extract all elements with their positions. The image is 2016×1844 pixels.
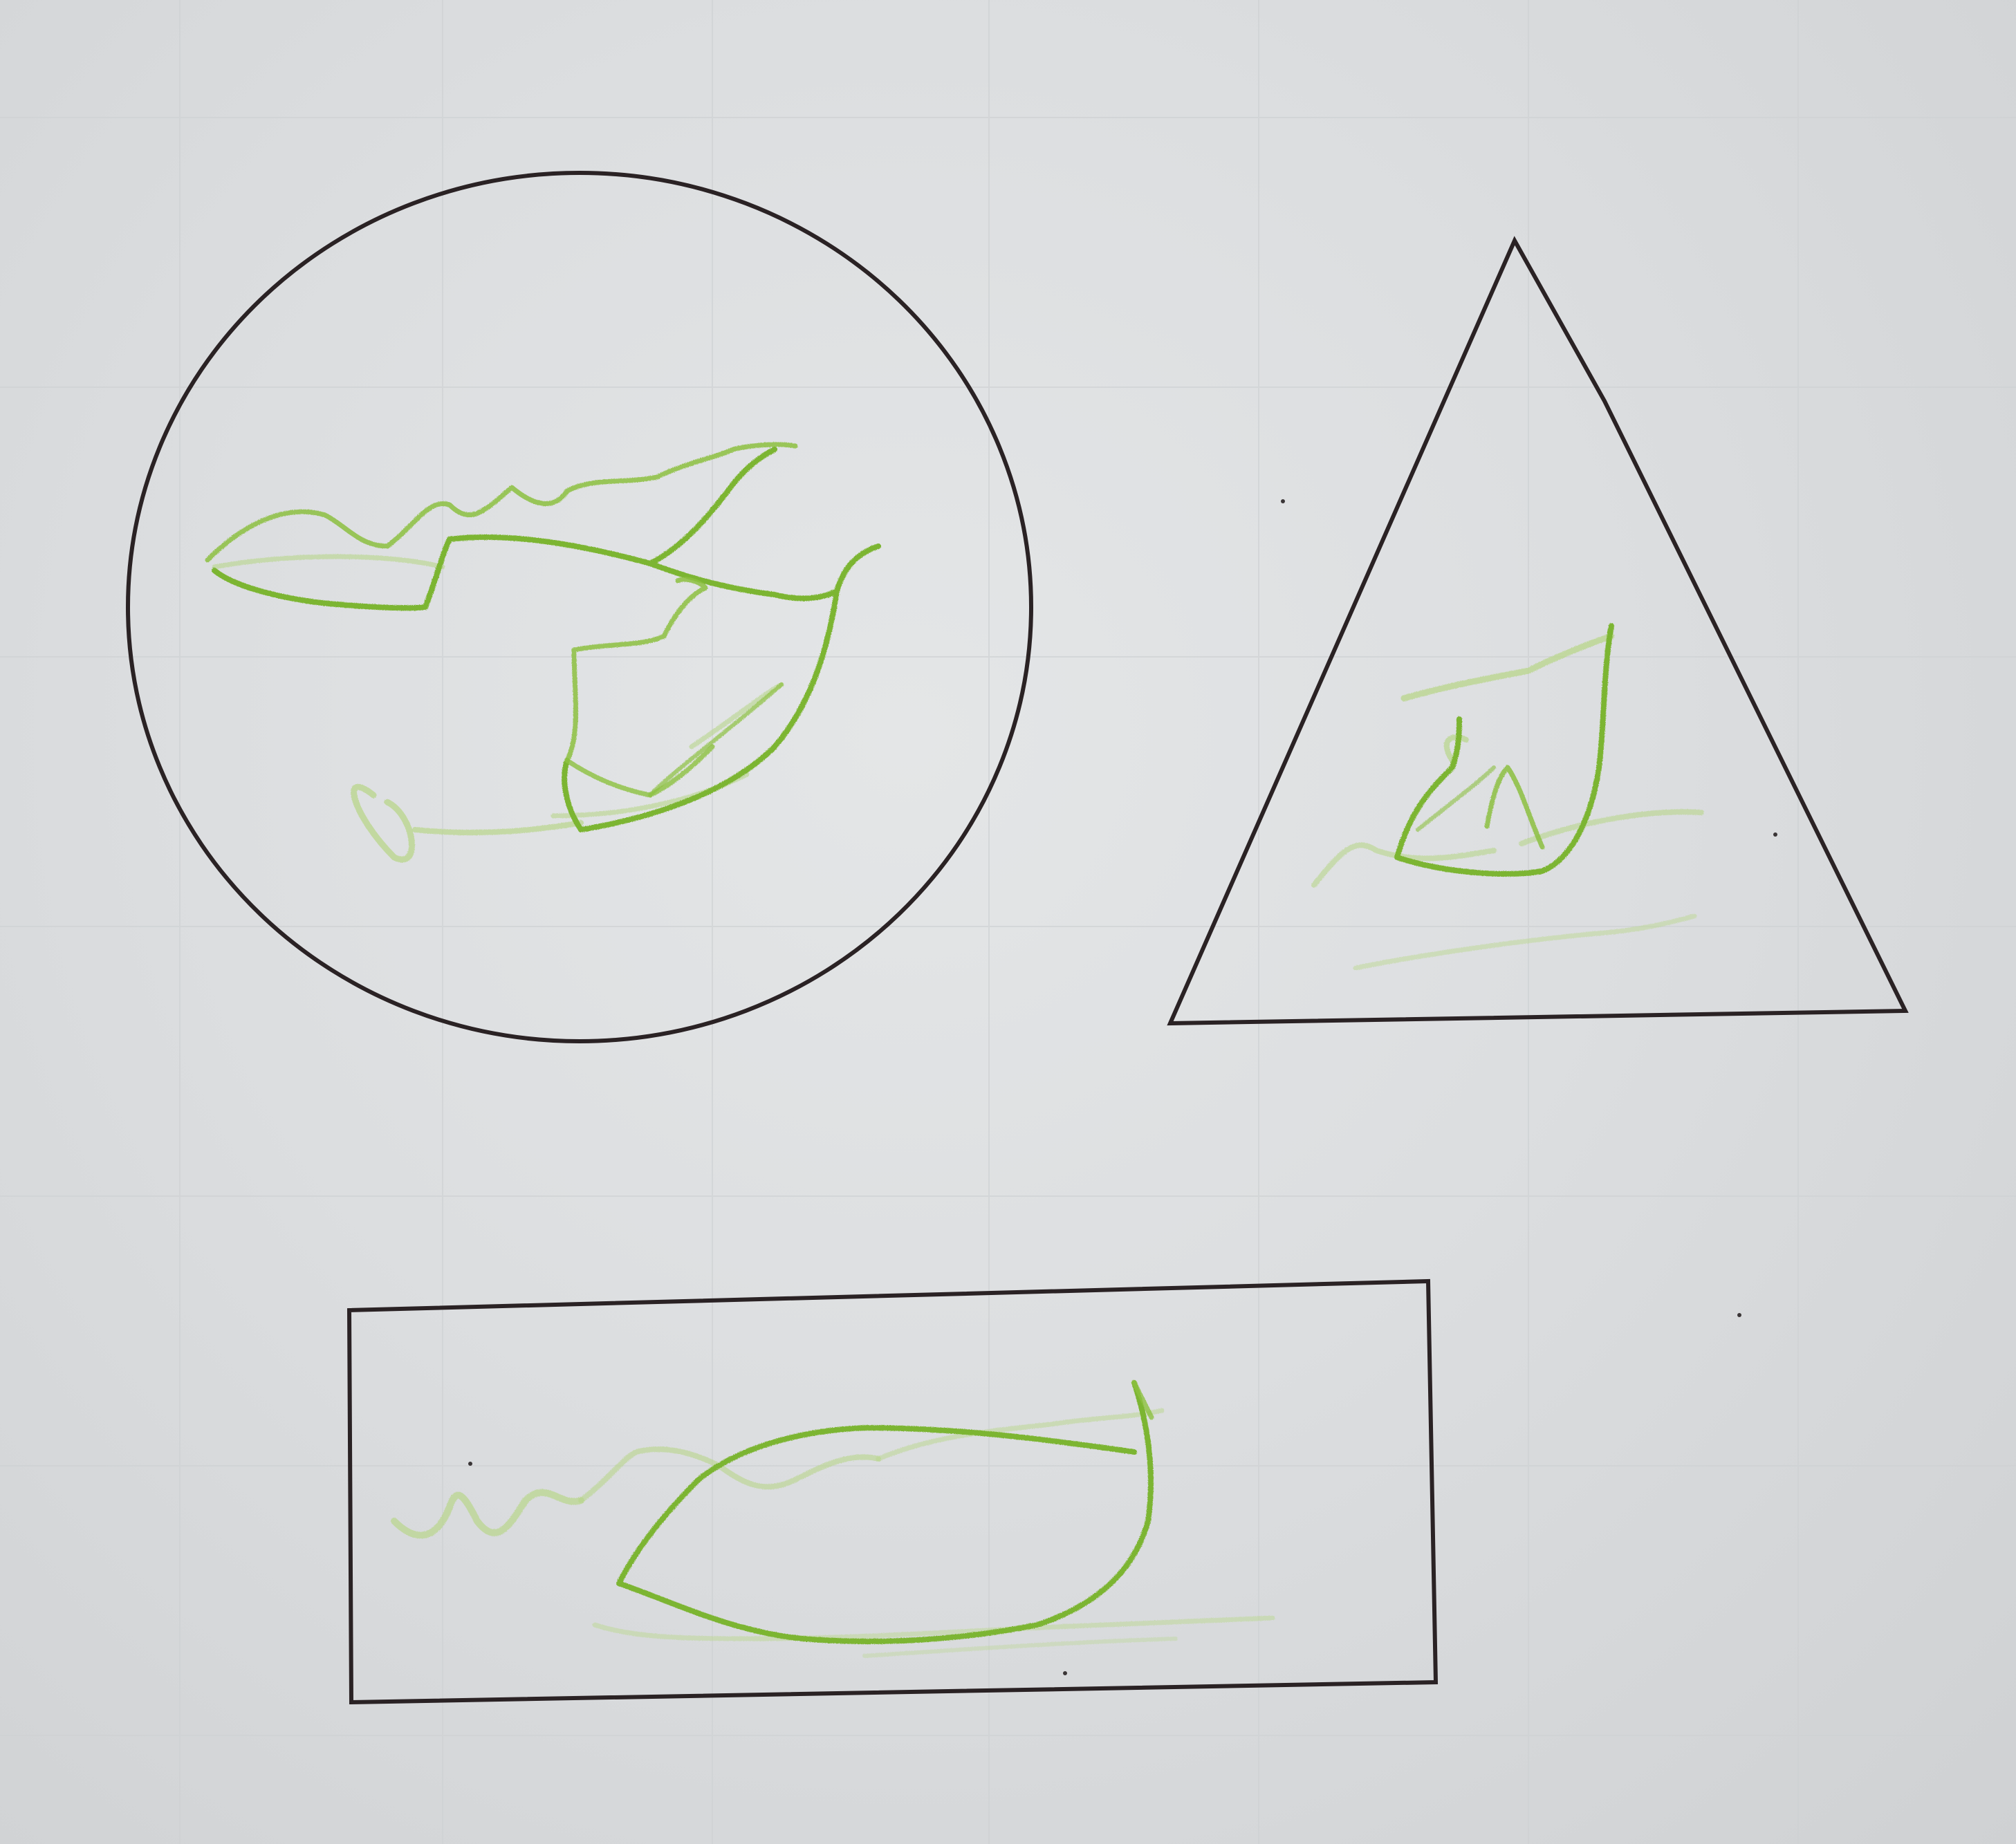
rectangle-scribble [391, 1380, 1275, 1658]
triangle-outline [1167, 236, 1909, 1026]
circle-outline [126, 171, 1033, 1043]
rectangle-outline [346, 1278, 1439, 1705]
paper-specks [468, 499, 1777, 1675]
circle-scribble [205, 442, 881, 863]
triangle-scribble [1311, 623, 1704, 971]
